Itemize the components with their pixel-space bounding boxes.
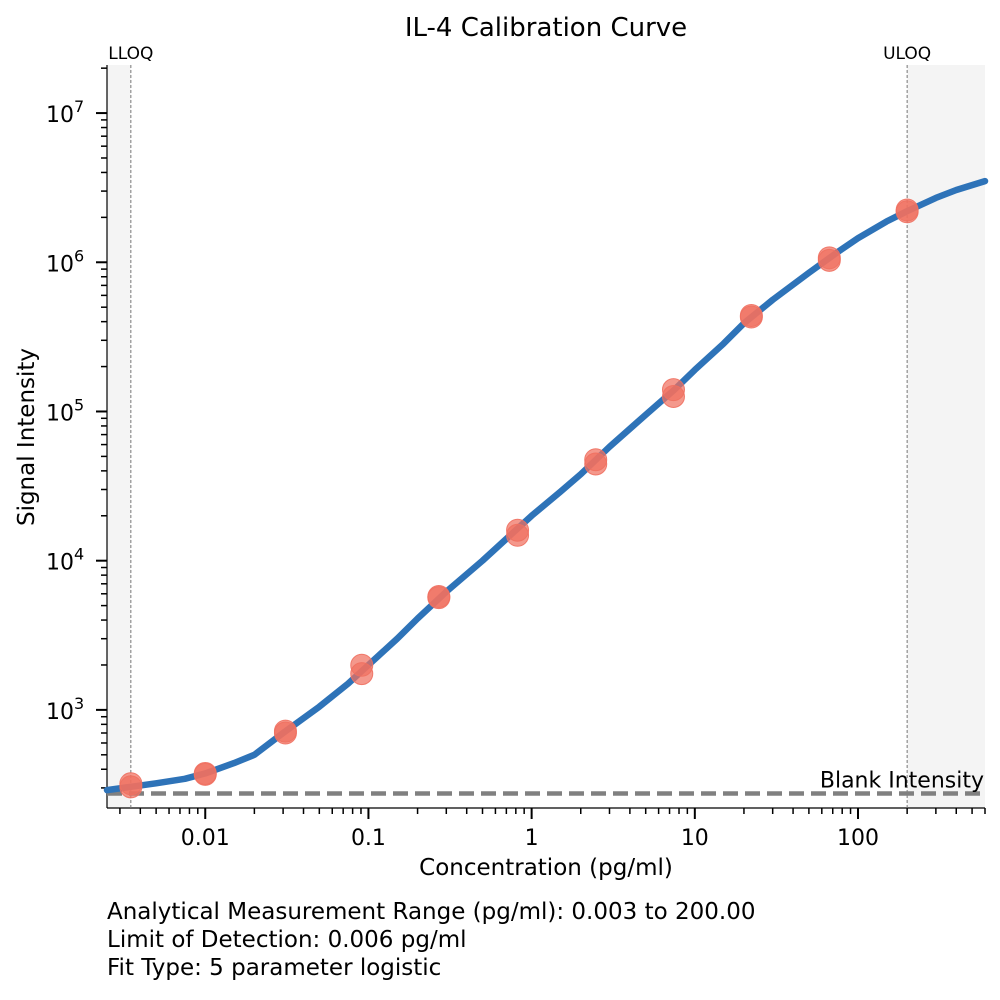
above-uloq-region: [907, 65, 985, 808]
data-point: [895, 200, 919, 224]
y-tick-label: 107: [46, 97, 84, 128]
y-tick-label: 104: [46, 545, 84, 576]
x-tick-label: 10: [681, 826, 709, 851]
x-tick-label: 0.1: [351, 826, 386, 851]
limit-of-detection-text: Limit of Detection: 0.006 pg/ml: [107, 927, 467, 953]
data-point: [817, 248, 841, 272]
axes: 0.01 0.1 1 10 100 103 104 105 106 107: [46, 65, 986, 851]
y-axis-label: Signal Intensity: [14, 348, 40, 526]
y-tick-label: 103: [46, 694, 84, 725]
data-point: [739, 305, 763, 329]
data-point: [273, 721, 297, 745]
data-point: [661, 385, 685, 409]
y-tick-label: 106: [46, 246, 84, 277]
axis-labels: Concentration (pg/ml) Signal Intensity: [14, 348, 673, 881]
x-tick-label: 1: [525, 826, 539, 851]
data-point: [350, 662, 374, 686]
fit-curve: [103, 177, 989, 794]
x-axis-label: Concentration (pg/ml): [419, 855, 673, 881]
x-tick-label: 100: [837, 826, 879, 851]
fit-curve-layer: [103, 177, 989, 794]
uloq-label: ULOQ: [883, 44, 931, 64]
reference-lines: LLOQ ULOQ Blank Intensity: [107, 44, 985, 808]
data-point: [506, 523, 530, 547]
fit-type-text: Fit Type: 5 parameter logistic: [107, 955, 442, 981]
blank-intensity-label: Blank Intensity: [820, 769, 984, 794]
data-point: [584, 452, 608, 476]
data-point: [193, 762, 217, 786]
below-lloq-region: [107, 65, 131, 808]
out-of-range-shading: [107, 65, 985, 808]
assay-summary: Analytical Measurement Range (pg/ml): 0.…: [107, 898, 755, 982]
y-tick-label: 105: [46, 395, 84, 426]
data-point: [427, 586, 451, 610]
chart-title: IL-4 Calibration Curve: [405, 13, 687, 43]
x-tick-label: 0.01: [181, 826, 230, 851]
measurement-range-text: Analytical Measurement Range (pg/ml): 0.…: [107, 899, 756, 925]
data-point: [119, 775, 143, 799]
lloq-label: LLOQ: [108, 44, 153, 64]
data-points: [119, 198, 919, 799]
